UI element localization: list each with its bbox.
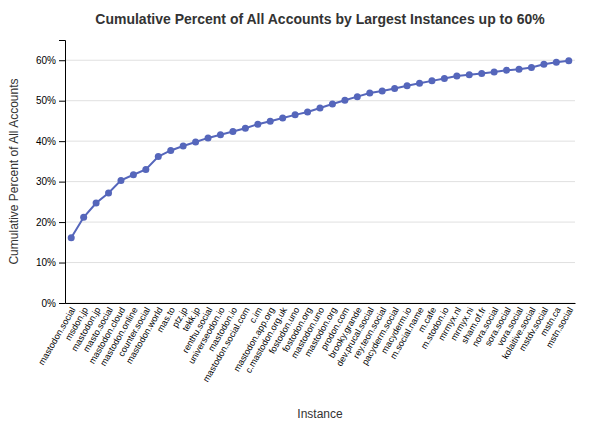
point xyxy=(478,70,485,77)
point xyxy=(366,90,373,97)
point xyxy=(416,80,423,87)
point xyxy=(354,93,361,100)
grid-line xyxy=(65,262,575,263)
point xyxy=(105,189,112,196)
tick: 20% xyxy=(36,217,65,228)
point xyxy=(155,153,162,160)
y-axis-title: Cumulative Percent of All Accounts xyxy=(7,78,21,264)
plot: 0% 10% 20% 30% 40% 50% 60% mastodon.socialmsdon… xyxy=(36,41,576,384)
tick-label: mastodon.world xyxy=(124,306,164,366)
tick-mark xyxy=(59,222,65,223)
point xyxy=(317,104,324,111)
point xyxy=(279,115,286,122)
grid-line xyxy=(65,141,575,142)
tick-mark xyxy=(59,263,65,264)
grid-line xyxy=(65,222,575,223)
tick-label: 30% xyxy=(36,176,56,187)
tick: mstn.social xyxy=(544,306,575,350)
point xyxy=(341,97,348,104)
tick: 50% xyxy=(36,95,65,106)
axis-line xyxy=(66,303,576,304)
tick: 10% xyxy=(36,257,65,268)
point xyxy=(254,121,261,128)
tick: mastodon.social.com xyxy=(201,306,252,384)
point xyxy=(93,200,100,207)
point xyxy=(267,118,274,125)
point xyxy=(391,85,398,92)
grid-line xyxy=(65,60,575,61)
tick-label: 40% xyxy=(36,136,56,147)
point xyxy=(292,111,299,118)
grid xyxy=(65,60,575,303)
point xyxy=(379,87,386,94)
tick-label: 60% xyxy=(36,55,56,66)
point xyxy=(441,75,448,82)
x-axis: mastodon.socialmsdon.jpmastodon.jpmasto.… xyxy=(36,304,575,384)
tick-mark xyxy=(59,182,65,183)
tick: 30% xyxy=(36,176,65,187)
point xyxy=(304,109,311,116)
tick-label: mastodon.social.com xyxy=(201,306,252,384)
tick-label: 50% xyxy=(36,95,56,106)
tick: 60% xyxy=(36,55,65,66)
point xyxy=(404,82,411,89)
point xyxy=(80,214,87,221)
tick: mastodon.world xyxy=(124,306,164,366)
point xyxy=(205,134,212,141)
point xyxy=(130,171,137,178)
tick: 0% xyxy=(42,298,65,309)
tick-label: mstn.social xyxy=(544,306,575,350)
point xyxy=(466,71,473,78)
grid-line xyxy=(65,100,575,101)
tick-label: 20% xyxy=(36,217,56,228)
point xyxy=(540,61,547,68)
point xyxy=(192,138,199,145)
tick: m.social.name xyxy=(388,306,426,361)
x-axis-title: Instance xyxy=(297,407,343,421)
tick-label: 0% xyxy=(42,298,57,309)
marks xyxy=(68,57,573,241)
point xyxy=(68,234,75,241)
tick-label: 10% xyxy=(36,257,56,268)
tick-mark xyxy=(59,101,65,102)
tick-label: m.social.name xyxy=(388,306,426,361)
point xyxy=(553,59,560,66)
line xyxy=(71,61,569,238)
axis-line xyxy=(59,41,66,304)
point xyxy=(453,73,460,80)
tick-mark xyxy=(59,303,65,304)
point xyxy=(180,143,187,150)
point xyxy=(503,67,510,74)
point xyxy=(329,100,336,107)
point xyxy=(229,128,236,135)
point xyxy=(565,57,572,64)
point xyxy=(167,147,174,154)
point xyxy=(117,177,124,184)
point xyxy=(528,64,535,71)
point xyxy=(516,66,523,73)
grid-line xyxy=(65,181,575,182)
y-axis: 0% 10% 20% 30% 40% 50% 60% xyxy=(36,41,66,309)
tick: 40% xyxy=(36,136,65,147)
chart: 0% 10% 20% 30% 40% 50% 60% mastodon.socialmsdon… xyxy=(0,0,600,428)
point xyxy=(242,125,249,132)
point xyxy=(142,166,149,173)
point xyxy=(491,68,498,75)
point xyxy=(428,77,435,84)
tick-mark xyxy=(59,60,65,61)
grid-line xyxy=(65,303,575,304)
title: Cumulative Percent of All Accounts by La… xyxy=(95,11,545,27)
tick-mark xyxy=(59,141,65,142)
point xyxy=(217,131,224,138)
